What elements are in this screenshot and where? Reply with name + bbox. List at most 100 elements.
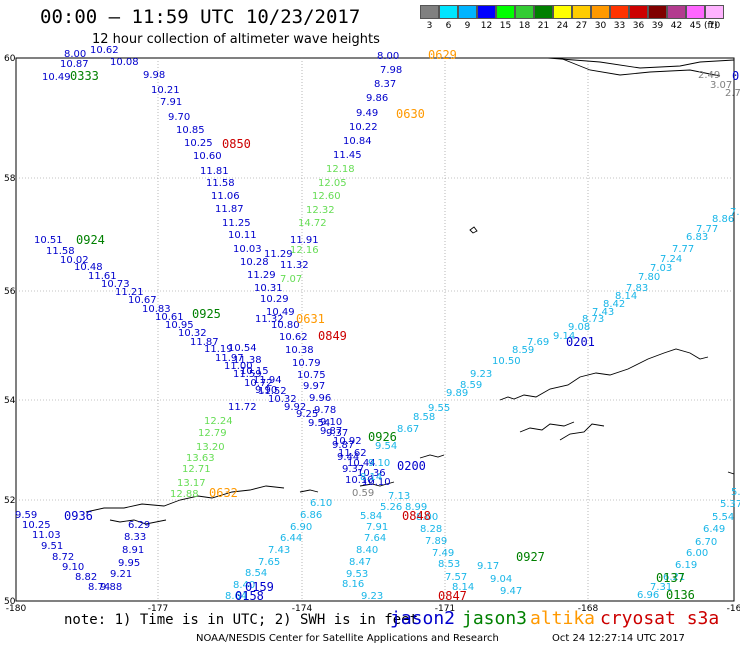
wave-height-value: 10.21 xyxy=(151,85,180,96)
wave-height-value: 9.51 xyxy=(41,541,63,552)
wave-height-value: 10.72 xyxy=(244,378,273,389)
wave-height-value: 7.43 xyxy=(268,545,290,556)
wave-height-value: 8.14 xyxy=(360,472,382,483)
pass-time-label: 0849 xyxy=(318,329,347,343)
wave-height-value: 8.53 xyxy=(438,559,460,570)
track-k: 5.75.37 5.546.49 6.706.006.196.217.316.96 xyxy=(637,487,740,601)
wave-height-value: 10.44 xyxy=(347,458,376,469)
pass-time-label: 0847 xyxy=(438,589,467,603)
wave-height-value: 9.87 xyxy=(320,426,342,437)
legend-swatch-label: 33 xyxy=(613,21,626,31)
coastline-segment xyxy=(727,471,735,475)
pass-time-label: 0200 xyxy=(397,459,426,473)
wave-height-value: 8.54 xyxy=(245,568,267,579)
graticule xyxy=(16,58,734,601)
color-legend-labels: 3 6 9 12 15 18 21 24 27 30 33 36 39 42 45 70 xyxy=(420,21,724,31)
wave-height-value: 8.99 xyxy=(405,502,427,513)
wave-height-value: 11.58 xyxy=(206,178,235,189)
wave-height-value: 5.84 xyxy=(360,511,382,522)
wave-height-value: 9.23 xyxy=(361,591,383,602)
wave-height-value: 9.10 xyxy=(62,562,84,573)
wave-height-value: 7.91 xyxy=(160,97,182,108)
wave-height-value: 9.23 xyxy=(470,369,492,380)
wave-height-value: 8.28 xyxy=(420,524,442,535)
coastline-segment xyxy=(469,226,478,234)
wave-height-value: 9.08 xyxy=(568,322,590,333)
wave-height-value: 5.7 xyxy=(731,487,740,498)
legend-swatch-label: 6 xyxy=(445,21,452,31)
wave-height-value: 5.37 xyxy=(720,499,740,510)
wave-height-value: 7.77 xyxy=(672,244,694,255)
wave-height-value: 12.71 xyxy=(182,464,211,475)
wave-height-value: 13.20 xyxy=(196,442,225,453)
wave-height-value: 11.72 xyxy=(228,402,257,413)
wave-height-value: 11.38 xyxy=(233,355,262,366)
wave-height-value: 10.25 xyxy=(184,138,213,149)
wave-height-value: 9.89 xyxy=(446,388,468,399)
track-e: 8.00 7.98 8.37 9.86 9.49 10.22 10.84 11.45 xyxy=(333,51,402,161)
wave-height-value: 10.25 xyxy=(22,520,51,531)
wave-height-value: 9.55 xyxy=(428,403,450,414)
coastline-segment xyxy=(559,423,605,441)
wave-height-value: 7.57 xyxy=(445,572,467,583)
legend-swatch xyxy=(534,5,553,19)
legend-swatch xyxy=(572,5,591,19)
wave-height-value: 10.75 xyxy=(297,370,326,381)
wave-height-value: 11.61 xyxy=(88,271,117,282)
wave-height-value: 10.87 xyxy=(60,59,89,70)
wave-height-value: 11.87 xyxy=(190,337,219,348)
wave-height-value: 9.37 xyxy=(342,464,364,475)
legend-swatch xyxy=(439,5,458,19)
wave-height-value: 9.25 xyxy=(296,409,318,420)
wave-height-value: 6.10 xyxy=(310,498,332,509)
wave-height-value: 10.49 xyxy=(266,307,295,318)
wave-height-value: 10.62 xyxy=(90,45,119,56)
wave-height-value: 10.10 xyxy=(362,477,391,488)
wave-height-value: 8.37 xyxy=(374,79,396,90)
wave-height-value: 10.51 xyxy=(34,235,63,246)
latitude-label: 56 xyxy=(4,287,16,297)
pass-time-label: 0924 xyxy=(76,233,105,247)
color-legend xyxy=(420,5,724,19)
legend-swatch xyxy=(686,5,705,19)
wave-height-value: 7.03 xyxy=(650,263,672,274)
wave-height-value: 9.95 xyxy=(118,558,140,569)
wave-height-value: 11.03 xyxy=(32,530,61,541)
longitude-label: -174 xyxy=(292,604,313,614)
wave-height-value: 6.21 xyxy=(663,572,685,583)
wave-height-value: 10.83 xyxy=(142,304,171,315)
wave-height-value: 10.60 xyxy=(193,151,222,162)
wave-height-value: 9.97 xyxy=(303,381,325,392)
wave-height-value: 7.80 xyxy=(638,272,660,283)
wave-height-value: 11.06 xyxy=(211,191,240,202)
coastline-segment xyxy=(109,519,167,525)
wave-height-value: 8.16 xyxy=(342,579,364,590)
wave-height-value: 10.79 xyxy=(292,358,321,369)
legend-swatch-label: 3 xyxy=(426,21,433,31)
wave-height-value: 9.47 xyxy=(500,586,522,597)
wave-height-value: 10.49 xyxy=(42,72,71,83)
pass-time-label: 0159 xyxy=(245,580,274,594)
wave-height-value: 9.92 xyxy=(284,402,306,413)
wave-height-value: 13.63 xyxy=(186,453,215,464)
wave-height-value: 12.79 xyxy=(198,428,227,439)
legend-swatch-label: 21 xyxy=(537,21,550,31)
pass-time-label: 0333 xyxy=(70,69,99,83)
wave-height-value: 7.7 xyxy=(730,207,740,218)
wave-height-value: 11.91 xyxy=(290,235,319,246)
track-l: 10.87 10.49 8.00 xyxy=(42,49,89,83)
legend-swatch-label: 36 xyxy=(632,21,645,31)
wave-height-value: 7.98 xyxy=(380,65,402,76)
legend-swatch xyxy=(705,5,724,19)
track-a: 10.6210.089.9810.217.919.7010.8510.2510.… xyxy=(90,45,374,486)
wave-height-value: 7.83 xyxy=(626,283,648,294)
wave-height-value: 9.10 xyxy=(320,417,342,428)
legend-swatch xyxy=(420,5,439,19)
legend-altika: altika xyxy=(530,608,596,629)
wave-height-value: 10.02 xyxy=(60,255,89,266)
latitude-label: 54 xyxy=(4,396,16,406)
wave-height-value: 5.54 xyxy=(712,512,734,523)
wave-height-value: 8.47 xyxy=(349,557,371,568)
coastline-segment xyxy=(299,489,319,493)
wave-height-value: 8.59 xyxy=(512,345,534,356)
